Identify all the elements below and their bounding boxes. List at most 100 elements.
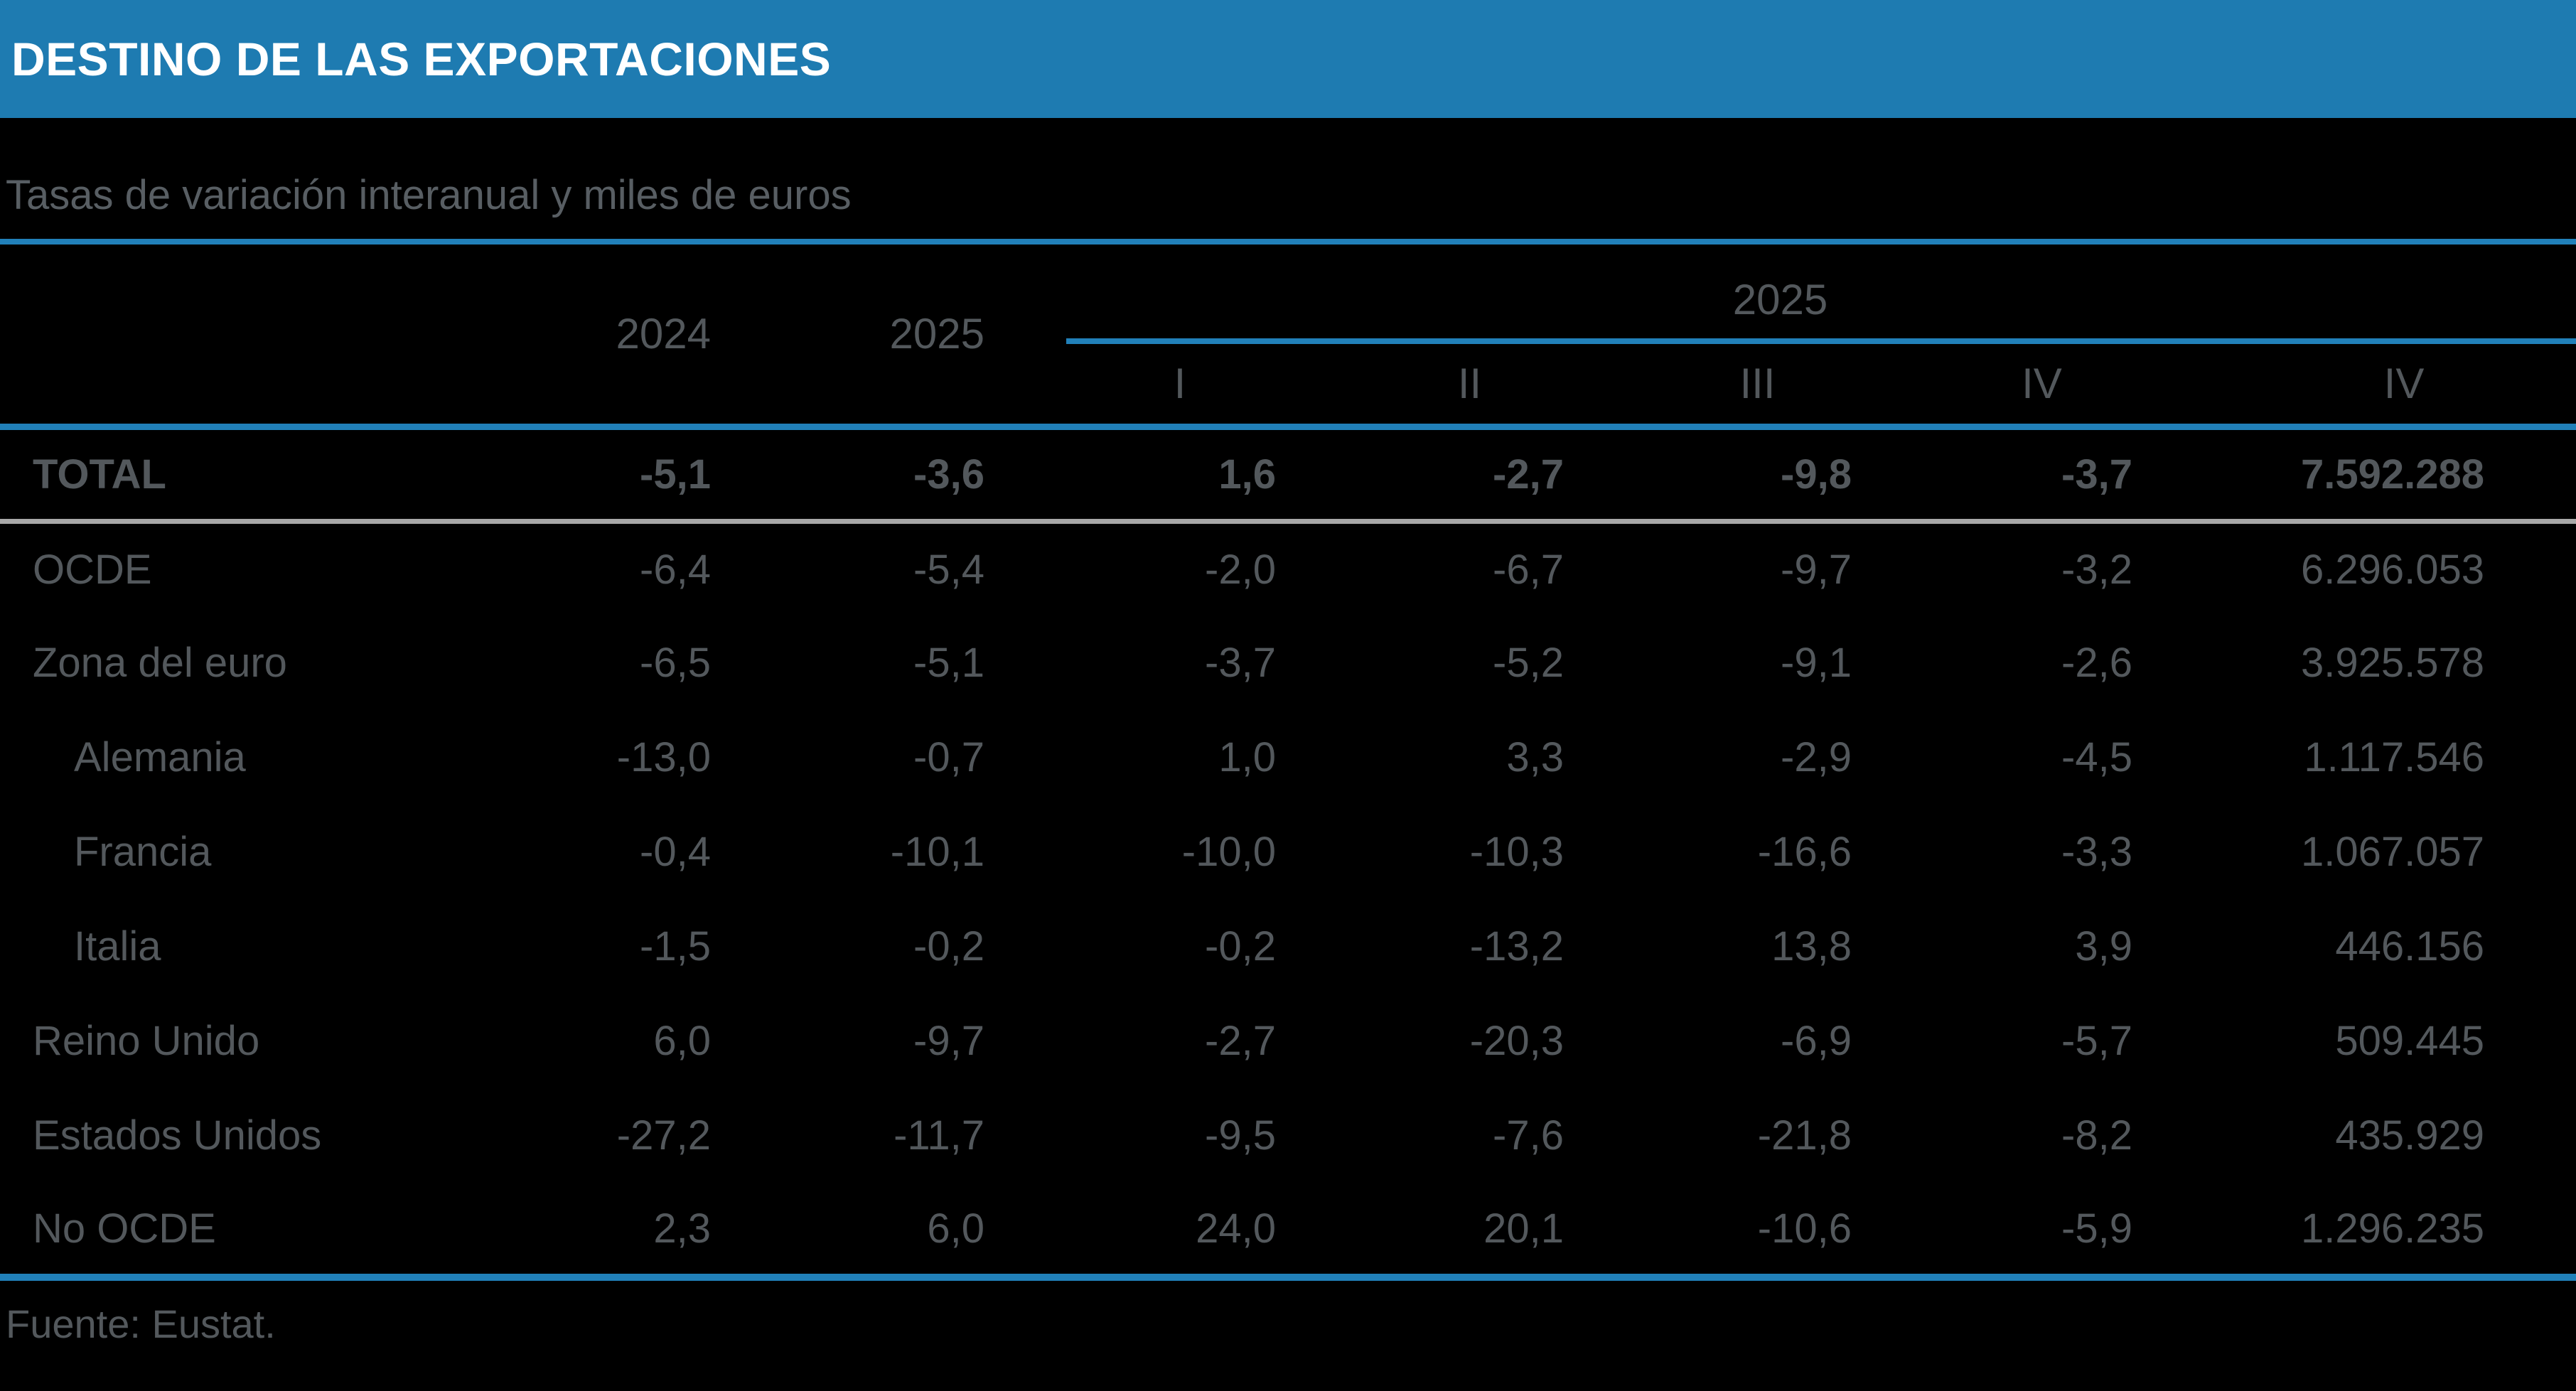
cell-value: -9,7 (913, 1018, 984, 1064)
quarter-column-header: IV (2022, 360, 2062, 408)
cell-value: -5,1 (913, 640, 984, 686)
cell-value: -5,9 (2061, 1205, 2132, 1252)
quarter-column-header: I (1174, 360, 1186, 408)
cell-value: -5,1 (640, 451, 711, 498)
table-row: Italia -1,5 -0,2 -0,2 -13,2 13,8 3,9 446.156 (0, 899, 2576, 994)
cell-value: 6.296.053 (2301, 546, 2485, 593)
group-year-label: 2025 (1732, 276, 1828, 323)
row-label: Zona del euro (33, 640, 287, 686)
row-label: Italia (74, 923, 161, 970)
cell-value: -6,7 (1493, 546, 1564, 593)
cell-value: 1.117.546 (2304, 734, 2485, 780)
table-row: Alemania -13,0 -0,7 1,0 3,3 -2,9 -4,5 1.117.546 (0, 710, 2576, 805)
subtitle: Tasas de variación interanual y miles de… (6, 172, 852, 218)
quarter-column-header: III (1739, 360, 1776, 408)
cell-value: -9,5 (1205, 1112, 1276, 1159)
table-row: No OCDE 2,3 6,0 24,0 20,1 -10,6 -5,9 1.296.235 (0, 1183, 2576, 1277)
cell-value: 2,3 (653, 1205, 711, 1252)
group-underline (1066, 338, 2576, 344)
cell-value: 3,3 (1506, 734, 1564, 780)
row-label: TOTAL (33, 451, 166, 498)
row-label: No OCDE (33, 1205, 216, 1252)
cell-value: -0,2 (1205, 923, 1276, 970)
table-row: Estados Unidos -27,2 -11,7 -9,5 -7,6 -21,8 -8,… (0, 1088, 2576, 1183)
table-row: Zona del euro -6,5 -5,1 -3,7 -5,2 -9,1 -2,6 3.9… (0, 616, 2576, 710)
cell-value: 3.925.578 (2301, 640, 2485, 686)
row-label: Reino Unido (33, 1018, 260, 1064)
cell-value: 435.929 (2335, 1112, 2485, 1159)
cell-value: -6,4 (640, 546, 711, 593)
cell-value: -2,9 (1781, 734, 1852, 780)
cell-value: -6,5 (640, 640, 711, 686)
cell-value: -3,3 (2061, 829, 2132, 875)
cell-value: 6,0 (927, 1205, 984, 1252)
cell-value: -0,4 (640, 829, 711, 875)
table-header: 2024 2025 2025 I II III IV IV (0, 245, 2576, 426)
cell-value: -3,7 (1205, 640, 1276, 686)
cell-value: 7.592.288 (2301, 451, 2485, 498)
cell-value: 1,6 (1218, 451, 1276, 498)
cell-value: 24,0 (1196, 1205, 1276, 1252)
year-column-header: 2024 (616, 310, 711, 358)
cell-value: -20,3 (1469, 1018, 1564, 1064)
cell-value: 1,0 (1218, 734, 1276, 780)
cell-value: -0,2 (913, 923, 984, 970)
row-label: OCDE (33, 546, 152, 593)
source-note: Fuente: Eustat. (6, 1301, 276, 1346)
cell-value: -5,4 (913, 546, 984, 593)
cell-value: -5,7 (2061, 1018, 2132, 1064)
cell-value: -2,6 (2061, 640, 2132, 686)
cell-value: -2,0 (1205, 546, 1276, 593)
group-year-header: 2025 (984, 245, 2576, 344)
quarter-column-header: II (1457, 360, 1482, 408)
cell-value: -3,6 (913, 451, 984, 498)
cell-value: 446.156 (2335, 923, 2485, 970)
header-row-years: 2024 2025 2025 (0, 245, 2576, 358)
cell-value: -13,2 (1469, 923, 1564, 970)
table-row: Francia -0,4 -10,1 -10,0 -10,3 -16,6 -3,3 1.067… (0, 805, 2576, 899)
cell-value: 3,9 (2075, 923, 2132, 970)
cell-value: -2,7 (1205, 1018, 1276, 1064)
cell-value: 13,8 (1771, 923, 1852, 970)
cell-value: -5,2 (1493, 640, 1564, 686)
cell-value: 1.296.235 (2301, 1205, 2485, 1252)
cell-value: -10,6 (1757, 1205, 1852, 1252)
row-label-header (0, 245, 519, 426)
cell-value: -13,0 (616, 734, 711, 780)
cell-value: -2,7 (1493, 451, 1564, 498)
quarter-column-header: IV (2383, 360, 2425, 408)
row-label: Alemania (74, 734, 246, 780)
cell-value: -0,7 (913, 734, 984, 780)
row-label: Francia (74, 829, 212, 875)
cell-value: -27,2 (616, 1112, 711, 1159)
cell-value: 20,1 (1483, 1205, 1564, 1252)
table-row: TOTAL -5,1 -3,6 1,6 -2,7 -9,8 -3,7 7.592.288 (0, 426, 2576, 521)
cell-value: 1.067.057 (2301, 829, 2485, 875)
cell-value: -9,8 (1781, 451, 1852, 498)
row-label: Estados Unidos (33, 1112, 322, 1159)
header-row-quarters: I II III IV IV (0, 344, 2576, 426)
cell-value: 509.445 (2335, 1018, 2485, 1064)
cell-value: -21,8 (1757, 1112, 1852, 1159)
cell-value: -3,2 (2061, 546, 2132, 593)
cell-value: -10,1 (890, 829, 984, 875)
cell-value: -7,6 (1493, 1112, 1564, 1159)
cell-value: 6,0 (653, 1018, 711, 1064)
title-bar: DESTINO DE LAS EXPORTACIONES (0, 0, 2576, 118)
exports-table: 2024 2025 2025 I II III IV IV TOTAL -5,1 -3,6 1… (0, 245, 2576, 1281)
cell-value: -9,7 (1781, 546, 1852, 593)
cell-value: -4,5 (2061, 734, 2132, 780)
table-row: Reino Unido 6,0 -9,7 -2,7 -20,3 -6,9 -5,7 509.4… (0, 994, 2576, 1088)
page-title: DESTINO DE LAS EXPORTACIONES (11, 33, 832, 85)
cell-value: -16,6 (1757, 829, 1852, 875)
cell-value: -3,7 (2061, 451, 2132, 498)
cell-value: -9,1 (1781, 640, 1852, 686)
table-row: OCDE -6,4 -5,4 -2,0 -6,7 -9,7 -3,2 6.296.053 (0, 521, 2576, 616)
table-body: TOTAL -5,1 -3,6 1,6 -2,7 -9,8 -3,7 7.592.288 OCD… (0, 426, 2576, 1277)
top-rule (0, 239, 2576, 245)
cell-value: -1,5 (640, 923, 711, 970)
cell-value: -6,9 (1781, 1018, 1852, 1064)
cell-value: -10,3 (1469, 829, 1564, 875)
cell-value: -11,7 (893, 1112, 984, 1159)
cell-value: -8,2 (2061, 1112, 2132, 1159)
